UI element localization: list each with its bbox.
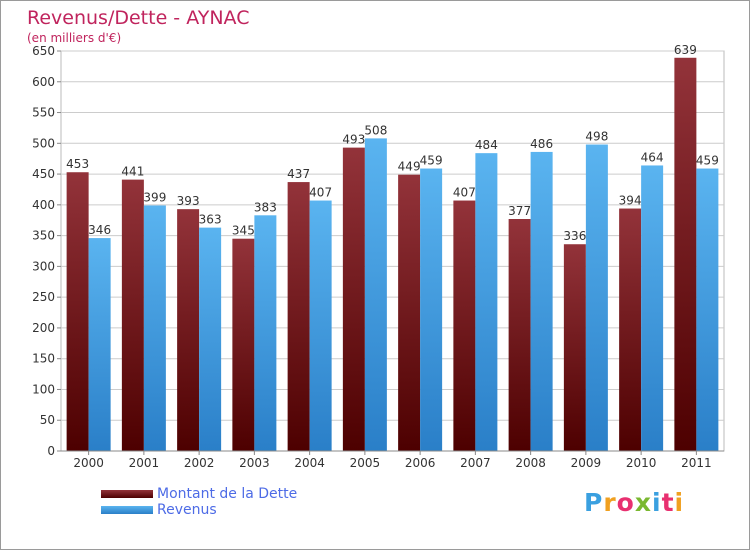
y-tick-label: 200 (32, 321, 55, 335)
x-tick-label: 2000 (73, 456, 104, 470)
data-label: 383 (254, 200, 277, 214)
y-tick-label: 50 (40, 413, 55, 427)
x-tick-label: 2005 (350, 456, 381, 470)
chart-title: Revenus/Dette - AYNAC (27, 7, 250, 29)
bar-revenue (530, 151, 553, 451)
bar-debt (66, 172, 89, 451)
legend-swatch-revenue (101, 506, 153, 514)
logo-letter: i (674, 488, 685, 517)
bar-revenue (420, 168, 443, 452)
y-tick-label: 450 (32, 167, 55, 181)
bar-revenue (199, 227, 222, 451)
data-label: 486 (530, 137, 553, 151)
y-tick-label: 400 (32, 198, 55, 212)
x-tick-label: 2001 (129, 456, 160, 470)
data-label: 399 (143, 190, 166, 204)
bar-debt (342, 147, 365, 451)
bar-debt (674, 57, 697, 452)
logo-letter: x (634, 488, 652, 517)
bar-debt (508, 219, 531, 451)
bar-revenue (309, 200, 332, 451)
data-label: 437 (287, 167, 310, 181)
bar-debt (232, 238, 255, 451)
proxiti-logo: Proxiti (584, 488, 684, 517)
y-tick-label: 100 (32, 382, 55, 396)
data-label: 346 (88, 223, 111, 237)
x-tick-label: 2011 (681, 456, 712, 470)
data-label: 393 (177, 194, 200, 208)
y-tick-label: 600 (32, 75, 55, 89)
bar-revenue (88, 238, 111, 451)
data-label: 639 (674, 43, 697, 57)
logo-letter: r (603, 488, 617, 517)
x-tick-label: 2004 (294, 456, 325, 470)
logo-letter: P (584, 488, 604, 517)
y-tick-label: 350 (32, 229, 55, 243)
bar-debt (563, 244, 586, 451)
legend-label-debt: Montant de la Dette (157, 486, 298, 502)
y-tick-label: 150 (32, 352, 55, 366)
x-tick-label: 2006 (405, 456, 436, 470)
plot-area (60, 50, 725, 452)
data-label: 441 (121, 165, 144, 179)
bar-debt (177, 209, 200, 451)
bar-revenue (254, 215, 277, 451)
bar-revenue (641, 165, 664, 451)
x-tick-label: 2008 (515, 456, 546, 470)
data-label: 484 (475, 138, 498, 152)
y-tick-label: 250 (32, 290, 55, 304)
data-label: 459 (420, 154, 443, 168)
data-label: 345 (232, 224, 255, 238)
y-tick-label: 550 (32, 106, 55, 120)
x-tick-label: 2010 (626, 456, 657, 470)
data-label: 336 (563, 229, 586, 243)
data-label: 464 (641, 150, 664, 164)
data-label: 508 (364, 123, 387, 137)
bar-revenue (475, 153, 498, 451)
bar-revenue (696, 168, 719, 452)
data-label: 498 (585, 130, 608, 144)
bar-debt (121, 179, 144, 451)
x-tick-label: 2007 (460, 456, 491, 470)
bar-debt (619, 208, 642, 451)
data-label: 459 (696, 154, 719, 168)
y-tick-label: 0 (47, 444, 55, 458)
logo-letter: o (616, 488, 635, 517)
data-label: 453 (66, 157, 89, 171)
bar-revenue (585, 144, 608, 452)
data-label: 493 (342, 133, 365, 147)
y-tick-label: 300 (32, 259, 55, 273)
x-tick-label: 2003 (239, 456, 270, 470)
logo-letter: t (661, 488, 675, 517)
x-tick-label: 2009 (571, 456, 602, 470)
logo-letter: i (652, 488, 662, 517)
bar-revenue (364, 138, 387, 451)
legend-label-revenue: Revenus (157, 502, 217, 518)
y-tick-label: 650 (32, 44, 55, 58)
data-label: 407 (453, 186, 476, 200)
bar-debt (453, 200, 476, 451)
data-label: 377 (508, 204, 531, 218)
bar-revenue (143, 205, 166, 451)
y-tick-label: 500 (32, 136, 55, 150)
data-label: 449 (398, 160, 421, 174)
bar-debt (287, 182, 310, 452)
chart-subtitle: (en milliers d'€) (27, 31, 122, 45)
data-label: 363 (199, 213, 222, 227)
data-label: 394 (619, 194, 642, 208)
legend-swatch-debt (101, 490, 153, 498)
data-label: 407 (309, 186, 332, 200)
bar-debt (398, 174, 421, 451)
x-tick-label: 2002 (184, 456, 215, 470)
